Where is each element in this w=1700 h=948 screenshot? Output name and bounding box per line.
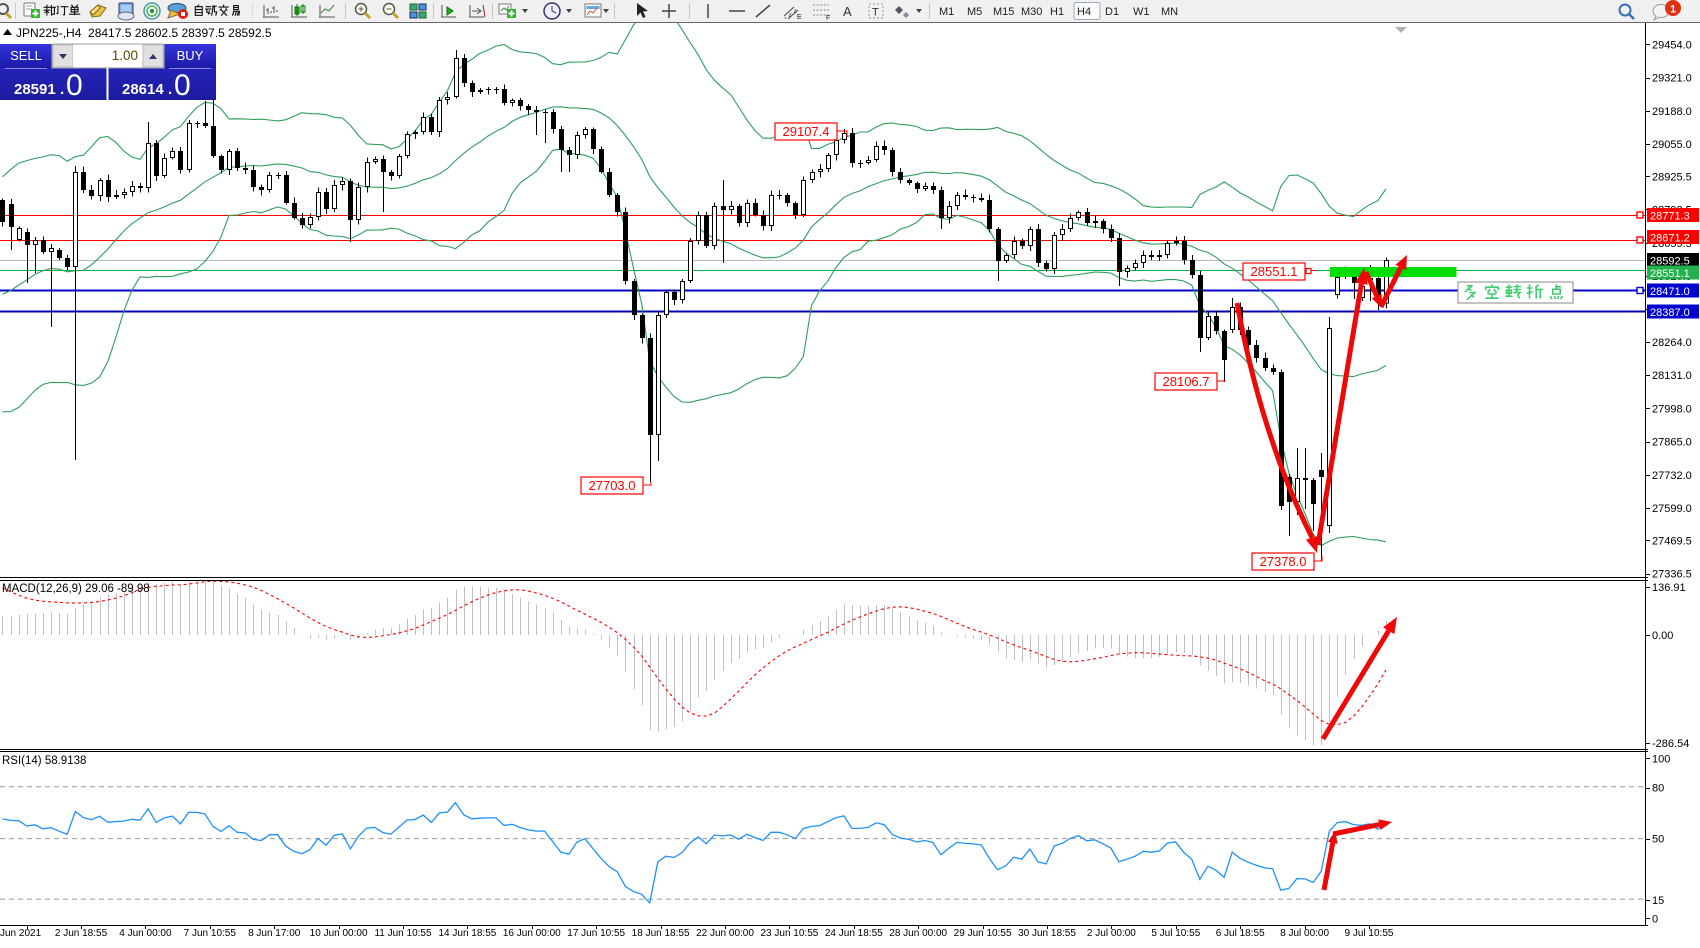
svg-text:M30: M30 (1021, 6, 1042, 18)
svg-text:27469.5: 27469.5 (1652, 535, 1692, 547)
svg-text:RSI(14) 58.9138: RSI(14) 58.9138 (2, 755, 86, 767)
svg-text:0: 0 (1652, 914, 1658, 926)
svg-text:28925.5: 28925.5 (1652, 171, 1692, 183)
svg-text:5 Jul 10:55: 5 Jul 10:55 (1151, 928, 1200, 939)
svg-text:30 Jun 18:55: 30 Jun 18:55 (1018, 928, 1076, 939)
svg-text:18 Jun 18:55: 18 Jun 18:55 (632, 928, 690, 939)
svg-text:15: 15 (1652, 895, 1664, 907)
svg-text:F: F (826, 15, 830, 22)
svg-text:-286.54: -286.54 (1652, 738, 1689, 750)
svg-text:136.91: 136.91 (1652, 582, 1686, 594)
svg-text:7 Jun 10:55: 7 Jun 10:55 (184, 928, 237, 939)
svg-text:M15: M15 (993, 6, 1014, 18)
svg-text:28264.0: 28264.0 (1652, 337, 1692, 349)
svg-text:29454.0: 29454.0 (1652, 39, 1692, 51)
svg-text:27378.0: 27378.0 (1260, 554, 1307, 569)
svg-text:22 Jun 00:00: 22 Jun 00:00 (696, 928, 754, 939)
svg-text:1: 1 (1670, 4, 1676, 16)
svg-text:28614: 28614 (122, 81, 164, 98)
svg-text:28387.0: 28387.0 (1650, 307, 1690, 319)
svg-text:80: 80 (1652, 783, 1664, 795)
svg-text:29321.0: 29321.0 (1652, 73, 1692, 85)
svg-text:28771.3: 28771.3 (1650, 211, 1690, 223)
svg-text:29 Jun 10:55: 29 Jun 10:55 (954, 928, 1012, 939)
svg-text:M1: M1 (939, 6, 954, 18)
svg-text:27703.0: 27703.0 (589, 478, 636, 493)
svg-text:28551.1: 28551.1 (1251, 264, 1298, 279)
svg-text:50: 50 (1652, 834, 1664, 846)
svg-text:E: E (797, 14, 802, 21)
svg-text:28592.5: 28592.5 (1650, 256, 1690, 268)
svg-text:H4: H4 (1077, 6, 1091, 18)
svg-text:28106.7: 28106.7 (1163, 374, 1210, 389)
svg-text:0.00: 0.00 (1652, 630, 1673, 642)
svg-text:6 Jul 18:55: 6 Jul 18:55 (1216, 928, 1265, 939)
svg-text:0: 0 (174, 69, 191, 102)
svg-text:23 Jun 10:55: 23 Jun 10:55 (760, 928, 818, 939)
svg-text:28671.2: 28671.2 (1650, 233, 1690, 245)
svg-text:JPN225-,H4 28417.5 28602.5 28: JPN225-,H4 28417.5 28602.5 28397.5 28592… (16, 26, 272, 40)
svg-text:T: T (872, 7, 879, 19)
svg-text:MN: MN (1161, 6, 1178, 18)
svg-text:9 Jul 10:55: 9 Jul 10:55 (1345, 928, 1394, 939)
svg-text:A: A (843, 4, 852, 19)
svg-text:8 Jun 17:00: 8 Jun 17:00 (248, 928, 301, 939)
svg-text:4 Jun 00:00: 4 Jun 00:00 (119, 928, 172, 939)
svg-text:1.00: 1.00 (112, 48, 138, 63)
svg-text:11 Jun 10:55: 11 Jun 10:55 (374, 928, 432, 939)
svg-text:27336.5: 27336.5 (1652, 569, 1692, 581)
svg-text:2 Jun 18:55: 2 Jun 18:55 (55, 928, 108, 939)
svg-text:28471.0: 28471.0 (1650, 286, 1690, 298)
svg-text:27732.0: 27732.0 (1652, 470, 1692, 482)
svg-text:29055.0: 29055.0 (1652, 139, 1692, 151)
svg-text:27865.0: 27865.0 (1652, 437, 1692, 449)
svg-text:0: 0 (66, 69, 83, 102)
svg-text:MACD(12,26,9) 29.06 -89.98: MACD(12,26,9) 29.06 -89.98 (2, 583, 150, 595)
svg-text:28551.1: 28551.1 (1650, 268, 1690, 280)
svg-text:16 Jun 00:00: 16 Jun 00:00 (503, 928, 561, 939)
svg-text:H1: H1 (1050, 6, 1064, 18)
svg-text:27599.0: 27599.0 (1652, 503, 1692, 515)
svg-text:24 Jun 18:55: 24 Jun 18:55 (825, 928, 883, 939)
svg-text:.: . (60, 81, 64, 98)
svg-text:28131.0: 28131.0 (1652, 370, 1692, 382)
svg-text:2 Jul 00:00: 2 Jul 00:00 (1087, 928, 1136, 939)
svg-text:SELL: SELL (10, 48, 42, 63)
svg-text:29188.0: 29188.0 (1652, 106, 1692, 118)
svg-text:Jun 2021: Jun 2021 (0, 928, 42, 939)
svg-text:29107.4: 29107.4 (783, 124, 830, 139)
svg-text:14 Jun 18:55: 14 Jun 18:55 (438, 928, 496, 939)
svg-text:10 Jun 00:00: 10 Jun 00:00 (310, 928, 368, 939)
svg-text:M5: M5 (967, 6, 982, 18)
svg-text:8 Jul 00:00: 8 Jul 00:00 (1280, 928, 1329, 939)
svg-text:28 Jun 00:00: 28 Jun 00:00 (889, 928, 947, 939)
svg-text:27998.0: 27998.0 (1652, 403, 1692, 415)
svg-text:BUY: BUY (177, 48, 204, 63)
svg-text:28591: 28591 (14, 81, 56, 98)
svg-text:100: 100 (1652, 754, 1670, 766)
svg-text:.: . (168, 81, 172, 98)
svg-text:W1: W1 (1133, 6, 1150, 18)
svg-text:D1: D1 (1105, 6, 1119, 18)
svg-text:17 Jun 10:55: 17 Jun 10:55 (567, 928, 625, 939)
